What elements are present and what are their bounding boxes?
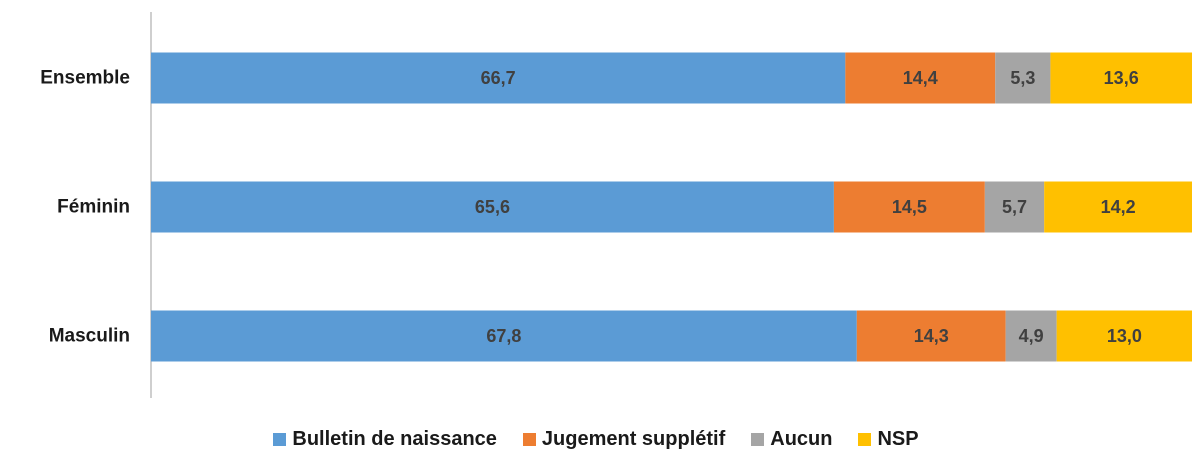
data-label-feminin-jugement-suppletif: 14,5 xyxy=(892,197,927,217)
stacked-bar-chart: 66,7 14,4 5,3 13,6 65,6 14,5 5,7 14,2 67,8 14,3 4,… xyxy=(40,12,1192,398)
bar-feminin-nsp xyxy=(1044,181,1192,233)
legend-label-bulletin-de-naissance: Bulletin de naissance xyxy=(292,427,497,450)
data-label-ensemble-jugement-suppletif: 14,4 xyxy=(903,68,938,88)
data-label-feminin-nsp: 14,2 xyxy=(1101,197,1136,217)
legend-item-bulletin-de-naissance: Bulletin de naissance xyxy=(273,428,497,451)
bar-masculin-bulletin-de-naissance xyxy=(151,310,857,362)
data-label-ensemble-bulletin-de-naissance: 66,7 xyxy=(481,68,516,88)
legend-swatch-jugement-suppletif xyxy=(522,432,536,446)
category-label-feminin: Féminin xyxy=(57,197,130,218)
legend-swatch-aucun xyxy=(751,432,765,446)
bar-feminin-jugement-suppletif xyxy=(833,181,985,233)
data-label-feminin-bulletin-de-naissance: 65,6 xyxy=(475,197,510,217)
legend-item-aucun: Aucun xyxy=(751,428,832,451)
legend-item-jugement-suppletif: Jugement supplétif xyxy=(522,427,726,451)
bar-masculin-nsp xyxy=(1056,310,1192,362)
legend-swatch-nsp xyxy=(858,432,872,446)
category-label-masculin: Masculin xyxy=(49,326,130,347)
bar-masculin-aucun xyxy=(1005,310,1057,362)
bar-masculin-jugement-suppletif xyxy=(856,310,1006,362)
data-label-masculin-jugement-suppletif: 14,3 xyxy=(914,326,949,346)
legend-label-nsp: NSP xyxy=(877,427,919,450)
data-labels-group: 66,7 14,4 5,3 13,6 65,6 14,5 5,7 14,2 67,8 14,3 4,… xyxy=(475,68,1142,346)
legend-swatch-bulletin-de-naissance xyxy=(273,432,287,446)
category-label-ensemble: Ensemble xyxy=(40,68,130,89)
legend-item-nsp: NSP xyxy=(858,427,919,451)
bar-ensemble-nsp xyxy=(1050,52,1192,104)
legend: Bulletin de naissance Jugement supplétif A… xyxy=(0,424,1192,454)
bar-feminin-bulletin-de-naissance xyxy=(151,181,834,233)
legend-label-jugement-suppletif: Jugement supplétif xyxy=(541,427,726,450)
data-label-ensemble-aucun: 5,3 xyxy=(1010,68,1035,88)
data-label-masculin-aucun: 4,9 xyxy=(1019,326,1044,346)
category-labels-group: Ensemble Féminin Masculin xyxy=(40,68,130,347)
data-label-masculin-nsp: 13,0 xyxy=(1107,326,1142,346)
bar-ensemble-aucun xyxy=(995,52,1051,104)
data-label-ensemble-nsp: 13,6 xyxy=(1104,68,1139,88)
data-label-masculin-bulletin-de-naissance: 67,8 xyxy=(486,326,521,346)
bar-ensemble-jugement-suppletif xyxy=(845,52,996,104)
bars-group xyxy=(151,52,1192,362)
bar-ensemble-bulletin-de-naissance xyxy=(151,52,846,104)
legend-label-aucun: Aucun xyxy=(770,427,833,450)
data-label-feminin-aucun: 5,7 xyxy=(1002,197,1027,217)
bar-feminin-aucun xyxy=(984,181,1045,233)
